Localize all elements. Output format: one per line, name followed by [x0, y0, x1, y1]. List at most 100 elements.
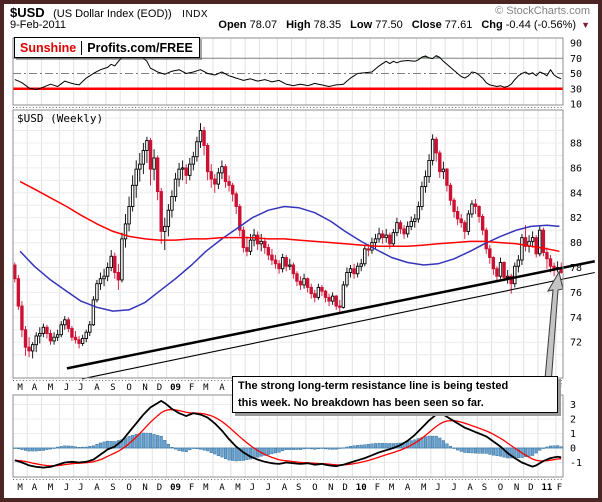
svg-text:O: O: [126, 383, 131, 393]
svg-text:S: S: [296, 483, 301, 493]
svg-text:N: N: [514, 483, 519, 493]
svg-text:J: J: [64, 483, 69, 493]
axis-labels: 90705030107274767880828486883210-1MMAAMM…: [17, 39, 582, 494]
svg-text:A: A: [32, 483, 38, 493]
svg-text:11: 11: [542, 483, 553, 493]
svg-text:72: 72: [570, 338, 582, 349]
annotation-line-2: this week. No breakdown has been seen so…: [238, 396, 484, 409]
svg-text:3: 3: [570, 400, 576, 411]
svg-text:A: A: [219, 383, 225, 393]
header-row: $USD (US Dollar Index (EOD)) INDX: [10, 4, 592, 20]
svg-text:-1: -1: [570, 458, 582, 469]
panel-borders: [12, 37, 564, 480]
svg-text:S: S: [110, 483, 115, 493]
long-term-resistance: [66, 260, 596, 370]
watermark-url: Profits.com/FREE: [81, 40, 199, 55]
annotation-line-1: The strong long-term resistance line is …: [238, 380, 509, 392]
ticker-symbol: $USD: [10, 5, 45, 20]
svg-text:78: 78: [570, 263, 582, 274]
svg-text:O: O: [312, 483, 317, 493]
svg-text:88: 88: [570, 139, 582, 150]
main-panel-label: $USD (Weekly): [17, 112, 104, 125]
svg-text:F: F: [375, 483, 380, 493]
ma-blue-line: [19, 205, 560, 312]
svg-text:J: J: [435, 483, 440, 493]
svg-text:O: O: [126, 483, 131, 493]
macd-line: [14, 399, 562, 469]
macd-histogram: [13, 432, 563, 462]
svg-text:M: M: [17, 383, 23, 393]
svg-text:90: 90: [570, 39, 582, 50]
rsi-panel: [13, 53, 563, 91]
svg-text:J: J: [78, 483, 83, 493]
ma-red-line: [19, 180, 560, 253]
svg-text:10: 10: [570, 100, 582, 111]
svg-text:09: 09: [170, 483, 181, 493]
svg-text:M: M: [48, 483, 54, 493]
exchange-label: INDX: [182, 9, 209, 20]
parallel-support-line: [81, 271, 595, 380]
svg-text:M: M: [389, 483, 395, 493]
svg-text:S: S: [482, 483, 487, 493]
svg-text:10: 10: [356, 483, 367, 493]
svg-text:A: A: [94, 383, 100, 393]
svg-text:82: 82: [570, 213, 582, 224]
macd-signal-line: [14, 408, 562, 467]
svg-text:J: J: [451, 483, 456, 493]
svg-text:30: 30: [570, 84, 582, 95]
svg-text:M: M: [48, 383, 54, 393]
svg-text:80: 80: [570, 238, 582, 249]
svg-text:A: A: [405, 483, 411, 493]
svg-text:D: D: [157, 483, 162, 493]
svg-text:A: A: [282, 483, 288, 493]
svg-text:2: 2: [570, 415, 576, 426]
copyright-link[interactable]: © StockCharts.com: [495, 5, 590, 17]
annotation-callout: The strong long-term resistance line is …: [232, 376, 558, 413]
svg-text:S: S: [110, 383, 115, 393]
svg-text:J: J: [250, 483, 255, 493]
watermark-brand: Sunshine: [20, 40, 77, 55]
svg-text:M: M: [235, 483, 241, 493]
chart-date: 9-Feb-2011: [10, 19, 67, 31]
svg-text:84: 84: [570, 188, 582, 199]
quote-close: Close 77.61: [411, 19, 473, 31]
svg-text:09: 09: [170, 383, 181, 393]
svg-text:D: D: [342, 483, 347, 493]
svg-text:A: A: [32, 383, 38, 393]
svg-text:M: M: [203, 383, 209, 393]
svg-text:N: N: [142, 483, 147, 493]
candlesticks: [13, 123, 563, 359]
grid-lines: [13, 38, 563, 477]
svg-text:50: 50: [570, 69, 582, 80]
svg-text:D: D: [528, 483, 533, 493]
svg-text:M: M: [17, 483, 23, 493]
svg-text:A: A: [467, 483, 473, 493]
svg-text:J: J: [78, 383, 83, 393]
svg-text:0: 0: [570, 444, 576, 455]
svg-text:74: 74: [570, 313, 582, 324]
svg-text:M: M: [421, 483, 427, 493]
quote-high: High 78.35: [286, 19, 342, 31]
svg-text:A: A: [219, 483, 225, 493]
svg-text:D: D: [157, 383, 162, 393]
svg-text:M: M: [203, 483, 209, 493]
svg-text:O: O: [498, 483, 503, 493]
svg-text:N: N: [328, 483, 333, 493]
quote-open: Open 78.07: [218, 19, 278, 31]
instrument-name: (US Dollar Index (EOD)): [53, 8, 172, 20]
quote-strip: Open 78.07 High 78.35 Low 77.50 Close 77…: [218, 19, 590, 31]
quote-low: Low 77.50: [350, 19, 403, 31]
svg-text:A: A: [94, 483, 100, 493]
svg-text:76: 76: [570, 288, 582, 299]
svg-text:F: F: [557, 383, 562, 393]
svg-text:J: J: [266, 483, 271, 493]
svg-text:F: F: [557, 483, 562, 493]
chg-down-arrow-icon: ▼: [581, 20, 590, 30]
quote-change: Chg -0.44 (-0.56%): [481, 19, 577, 31]
svg-text:1: 1: [570, 429, 576, 440]
svg-text:86: 86: [570, 163, 582, 174]
sunshine-profits-link[interactable]: Sunshine Profits.com/FREE: [14, 37, 200, 58]
svg-text:J: J: [64, 383, 69, 393]
